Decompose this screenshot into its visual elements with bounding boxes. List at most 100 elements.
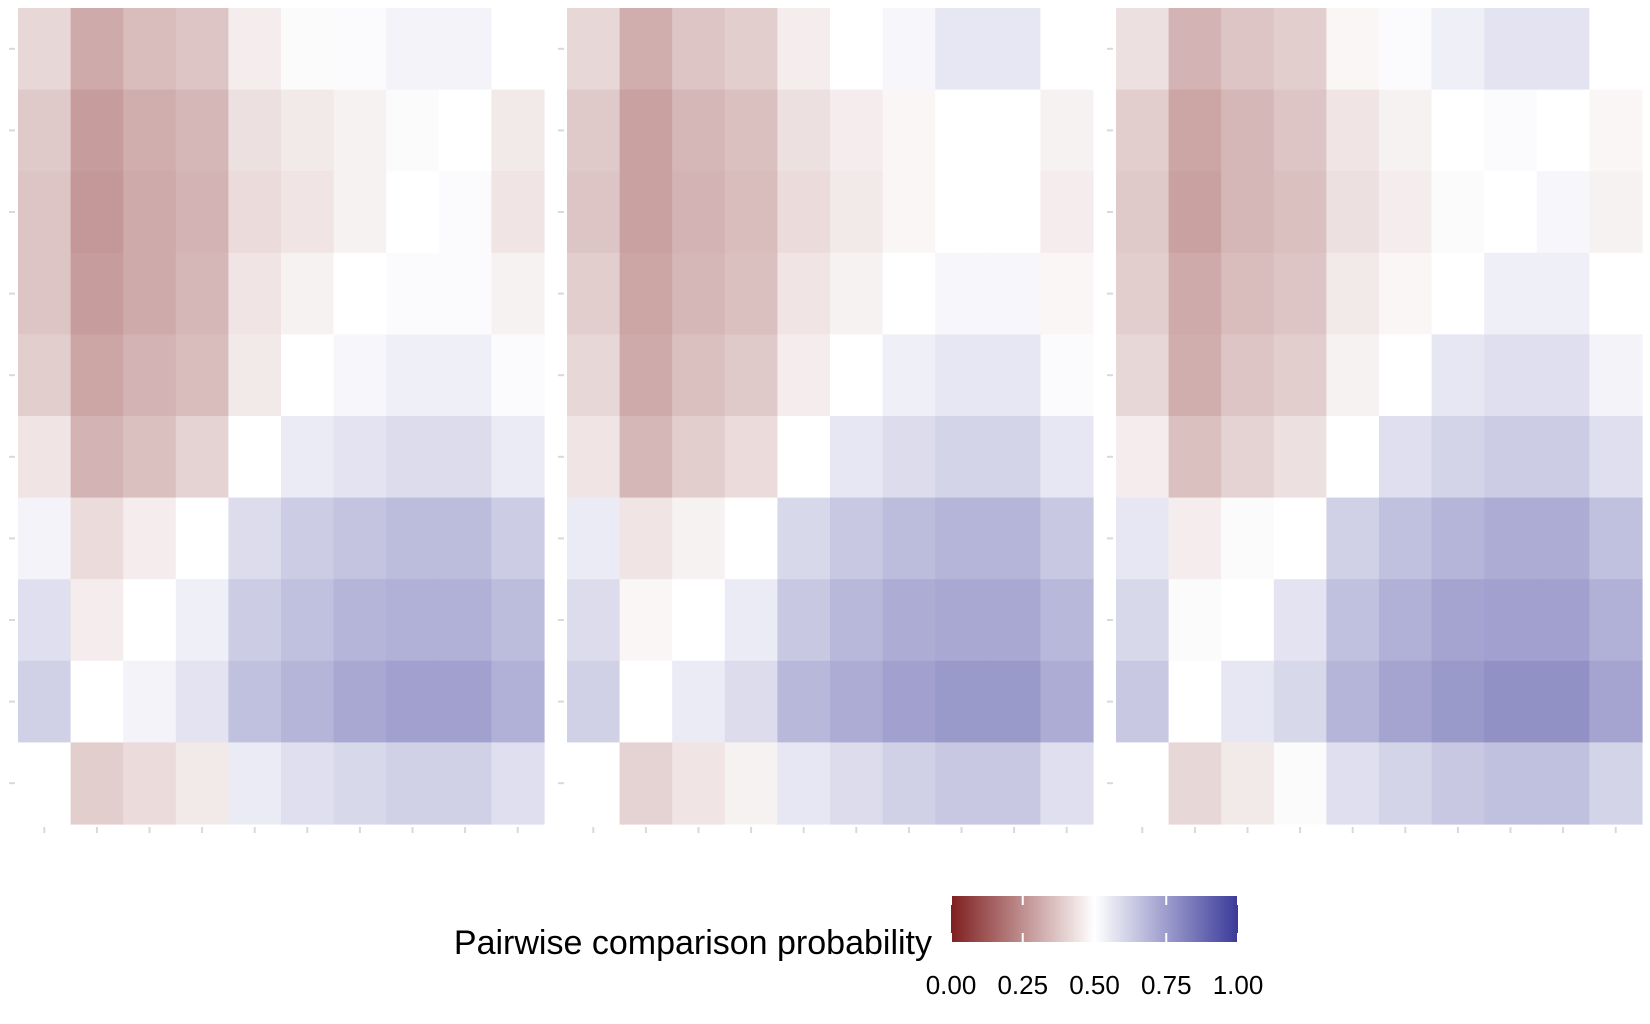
heatmap-cell bbox=[777, 660, 831, 743]
heatmap-cell bbox=[228, 89, 282, 172]
heatmap-cell bbox=[18, 742, 72, 825]
heatmap-cell bbox=[1221, 8, 1275, 91]
heatmap-cell bbox=[333, 579, 387, 662]
heatmap-cell bbox=[830, 334, 884, 417]
heatmap-cell bbox=[1116, 416, 1170, 499]
heatmap-cell bbox=[1040, 660, 1094, 743]
heatmap-cell bbox=[1379, 742, 1433, 825]
heatmap-cell bbox=[438, 660, 492, 743]
heatmap-cell bbox=[491, 579, 545, 662]
heatmap-cell bbox=[882, 742, 936, 825]
heatmap-cell bbox=[70, 416, 124, 499]
heatmap-cell bbox=[672, 579, 726, 662]
heatmap-cell bbox=[1273, 579, 1327, 662]
heatmap-cell bbox=[1040, 497, 1094, 580]
heatmap-cell bbox=[1040, 416, 1094, 499]
heatmap-cell bbox=[1040, 8, 1094, 91]
heatmap-cell bbox=[1326, 742, 1380, 825]
heatmap-cell bbox=[175, 742, 229, 825]
heatmap-cell bbox=[1221, 660, 1275, 743]
heatmap-cell bbox=[18, 334, 72, 417]
heatmap-cell bbox=[491, 171, 545, 254]
heatmap-cell bbox=[1431, 416, 1485, 499]
heatmap-cell bbox=[123, 497, 177, 580]
heatmap-cell bbox=[777, 252, 831, 335]
heatmap-cell bbox=[1326, 334, 1380, 417]
heatmap-cell bbox=[619, 171, 673, 254]
heatmap-cell bbox=[1431, 742, 1485, 825]
heatmap-cell bbox=[567, 8, 621, 91]
heatmap-cell bbox=[987, 579, 1041, 662]
heatmap-cell bbox=[491, 89, 545, 172]
heatmap-cell bbox=[1116, 89, 1170, 172]
heatmap-cell bbox=[491, 742, 545, 825]
heatmap-cell bbox=[1040, 742, 1094, 825]
heatmap-cell bbox=[123, 171, 177, 254]
heatmap-cell bbox=[1116, 497, 1170, 580]
heatmap-cell bbox=[123, 416, 177, 499]
heatmap-cell bbox=[18, 497, 72, 580]
heatmap-panel-3 bbox=[1116, 8, 1643, 825]
heatmap-cell bbox=[1484, 497, 1538, 580]
heatmap-cell bbox=[333, 89, 387, 172]
heatmap-cell bbox=[1116, 8, 1170, 91]
heatmap-cell bbox=[1589, 742, 1643, 825]
heatmap-cell bbox=[1168, 416, 1222, 499]
heatmap-cell bbox=[228, 8, 282, 91]
heatmap-panels bbox=[18, 8, 1643, 825]
heatmap-cell bbox=[987, 252, 1041, 335]
heatmap-cell bbox=[1379, 8, 1433, 91]
heatmap-cell bbox=[70, 579, 124, 662]
heatmap-cell bbox=[18, 252, 72, 335]
heatmap-cell bbox=[935, 89, 989, 172]
heatmap-cell bbox=[491, 252, 545, 335]
heatmap-cell bbox=[1221, 171, 1275, 254]
heatmap-cell bbox=[1431, 579, 1485, 662]
heatmap-cell bbox=[281, 171, 335, 254]
heatmap-cell bbox=[987, 171, 1041, 254]
heatmap-cell bbox=[830, 171, 884, 254]
heatmap-cell bbox=[1273, 416, 1327, 499]
heatmap-cell bbox=[1379, 416, 1433, 499]
heatmap-cell bbox=[777, 89, 831, 172]
heatmap-cell bbox=[1273, 252, 1327, 335]
heatmap-cell bbox=[123, 8, 177, 91]
heatmap-cell bbox=[1168, 497, 1222, 580]
heatmap-cell bbox=[281, 89, 335, 172]
heatmap-cell bbox=[333, 416, 387, 499]
heatmap-cell bbox=[1589, 660, 1643, 743]
heatmap-cell bbox=[333, 171, 387, 254]
heatmap-cell bbox=[1589, 416, 1643, 499]
heatmap-cell bbox=[123, 660, 177, 743]
heatmap-cell bbox=[935, 497, 989, 580]
heatmap-cell bbox=[438, 497, 492, 580]
heatmap-cell bbox=[830, 497, 884, 580]
heatmap-cell bbox=[1273, 8, 1327, 91]
heatmap-cell bbox=[1379, 579, 1433, 662]
heatmap-cell bbox=[1326, 8, 1380, 91]
heatmap-cell bbox=[175, 416, 229, 499]
heatmap-cell bbox=[672, 416, 726, 499]
heatmap-cell bbox=[1040, 334, 1094, 417]
heatmap-cell bbox=[882, 89, 936, 172]
heatmap-cell bbox=[1273, 742, 1327, 825]
heatmap-cell bbox=[18, 8, 72, 91]
heatmap-cell bbox=[882, 660, 936, 743]
heatmap-cell bbox=[333, 660, 387, 743]
heatmap-cell bbox=[1040, 171, 1094, 254]
heatmap-cell bbox=[1484, 252, 1538, 335]
heatmap-cell bbox=[386, 660, 440, 743]
heatmap-cell bbox=[438, 334, 492, 417]
heatmap-cell bbox=[333, 497, 387, 580]
heatmap-cell bbox=[777, 416, 831, 499]
legend-tick-label: 1.00 bbox=[1213, 970, 1264, 1000]
heatmap-cell bbox=[619, 89, 673, 172]
heatmap-cell bbox=[935, 660, 989, 743]
heatmap-cell bbox=[672, 742, 726, 825]
heatmap-cell bbox=[672, 660, 726, 743]
heatmap-cell bbox=[1040, 252, 1094, 335]
heatmap-cell bbox=[724, 8, 778, 91]
heatmap-cell bbox=[672, 8, 726, 91]
heatmap-cell bbox=[175, 579, 229, 662]
